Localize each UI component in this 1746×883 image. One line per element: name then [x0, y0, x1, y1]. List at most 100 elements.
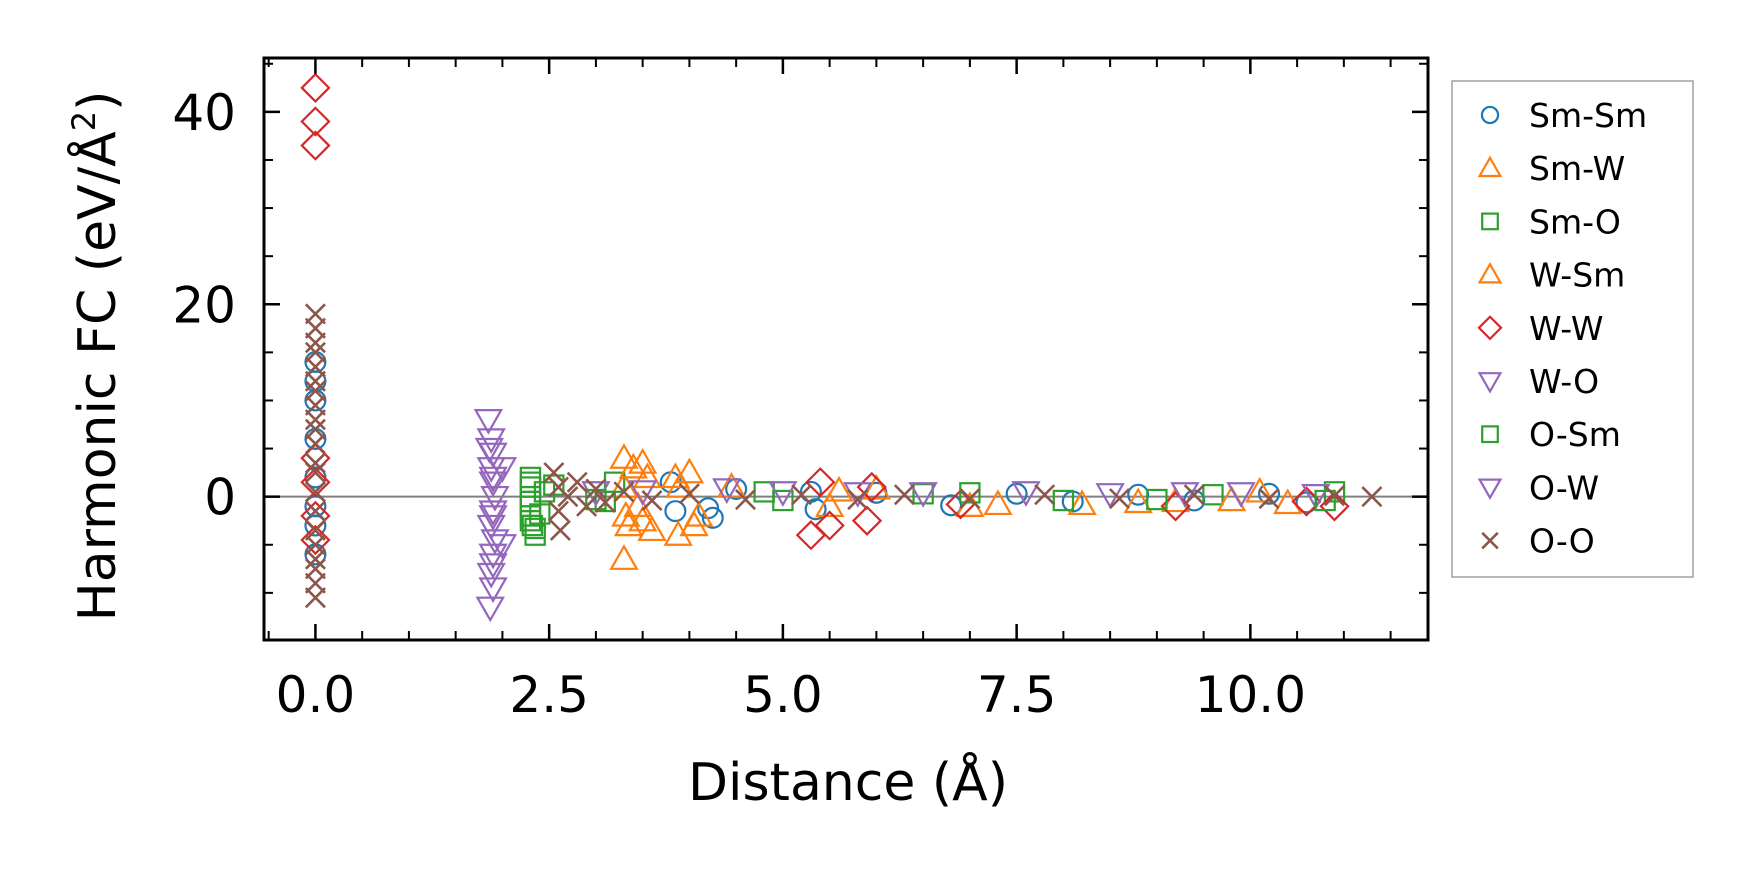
data-point [665, 472, 695, 498]
legend-item-w-o: W-O [1477, 362, 1599, 401]
legend-marker [1480, 105, 1500, 125]
series-w-o [473, 409, 1331, 623]
plot-frame [262, 56, 1430, 642]
y-axis-label-main: Harmonic FC (eV/Å [66, 131, 128, 622]
data-point [1108, 488, 1130, 510]
data-point [304, 452, 326, 474]
data-point [799, 480, 822, 503]
data-point [712, 478, 742, 504]
legend-label: W-W [1529, 309, 1604, 348]
data-point [1301, 484, 1331, 510]
data-point [861, 473, 892, 500]
data-point [304, 587, 326, 609]
data-point [1258, 488, 1280, 510]
data-point [1067, 489, 1097, 516]
legend-item-o-w: O-W [1477, 468, 1599, 507]
data-point [637, 515, 667, 542]
data-point [1005, 482, 1028, 505]
data-point [519, 510, 542, 532]
x-tick-label: 10.0 [1195, 666, 1306, 724]
data-point [476, 562, 506, 589]
data-point [300, 72, 331, 103]
legend-marker [1477, 261, 1503, 284]
y-axis-label-sup: 2 [65, 111, 103, 131]
y-tick-label: 40 [172, 84, 236, 142]
data-point [1146, 488, 1168, 511]
data-point [581, 481, 611, 507]
legend-label: O-O [1529, 522, 1595, 561]
series-sm-sm [304, 350, 1318, 566]
data-point [609, 544, 639, 570]
legend-item-sm-w: Sm-W [1477, 149, 1625, 188]
data-point [1123, 487, 1153, 514]
legend-item-o-o: O-O [1481, 522, 1595, 561]
legend-label: Sm-O [1529, 202, 1621, 241]
data-point [611, 500, 641, 527]
legend-marker [1477, 155, 1503, 178]
data-point [814, 491, 845, 517]
data-point [632, 462, 663, 489]
legend-item-w-w: W-W [1477, 309, 1604, 348]
legend-marker [1477, 478, 1503, 501]
x-axis-label: Distance (Å) [688, 751, 1008, 813]
data-point [304, 500, 326, 522]
data-point [613, 510, 644, 537]
legend-label: W-Sm [1529, 256, 1625, 295]
data-point [851, 505, 883, 536]
series-o-sm [519, 471, 1336, 546]
data-point [1245, 476, 1275, 503]
data-point [304, 481, 326, 503]
data-point [487, 457, 518, 483]
data-point [300, 130, 331, 161]
data-point [847, 489, 869, 511]
legend-item-w-sm: W-Sm [1477, 256, 1625, 295]
data-point [1034, 484, 1056, 506]
data-point [304, 389, 327, 412]
legend-label: O-W [1529, 468, 1599, 507]
data-point [543, 462, 565, 484]
data-point [473, 409, 504, 435]
legend-marker [1477, 315, 1503, 341]
data-point [304, 548, 326, 570]
legend-marker [1481, 212, 1499, 231]
data-point [701, 506, 724, 529]
y-tick-label: 0 [204, 469, 236, 527]
x-tick-label: 5.0 [743, 666, 823, 724]
data-point [791, 484, 813, 506]
legend-label: O-Sm [1529, 415, 1621, 454]
data-point [940, 494, 963, 517]
data-point [908, 482, 938, 508]
data-point [983, 489, 1013, 516]
data-point [478, 505, 508, 531]
data-point [893, 484, 915, 506]
data-point [478, 543, 508, 570]
data-point [613, 481, 635, 503]
data-point [478, 466, 508, 493]
data-point [1011, 481, 1041, 507]
y-axis-label: Harmonic FC (eV/Å2) [65, 91, 128, 622]
data-point [576, 495, 598, 517]
data-point [824, 475, 854, 502]
data-point [674, 457, 705, 484]
data-point [1170, 482, 1200, 508]
axes: 0.0 2.5 5.0 7.5 10.0 0 20 40 [172, 56, 1430, 724]
data-point [814, 510, 845, 541]
data-point [304, 350, 327, 374]
data-point [1226, 482, 1256, 508]
data-point [1183, 484, 1205, 506]
legend-item-o-sm: O-Sm [1481, 415, 1621, 454]
data-point [594, 491, 616, 513]
x-tick-label: 2.5 [509, 666, 589, 724]
data-point [524, 524, 546, 546]
x-tick-label: 7.5 [977, 666, 1057, 724]
data-point [476, 428, 506, 454]
data-point [304, 514, 327, 537]
legend-item-sm-o: Sm-O [1481, 202, 1621, 241]
legend: Sm-Sm Sm-W Sm-O W-Sm W-W W-O O-Sm O-W O-O [1451, 80, 1694, 578]
data-point [304, 332, 326, 354]
data-point [795, 519, 827, 551]
data-point [1202, 484, 1224, 506]
data-point [609, 443, 639, 469]
data-point [1052, 489, 1075, 512]
